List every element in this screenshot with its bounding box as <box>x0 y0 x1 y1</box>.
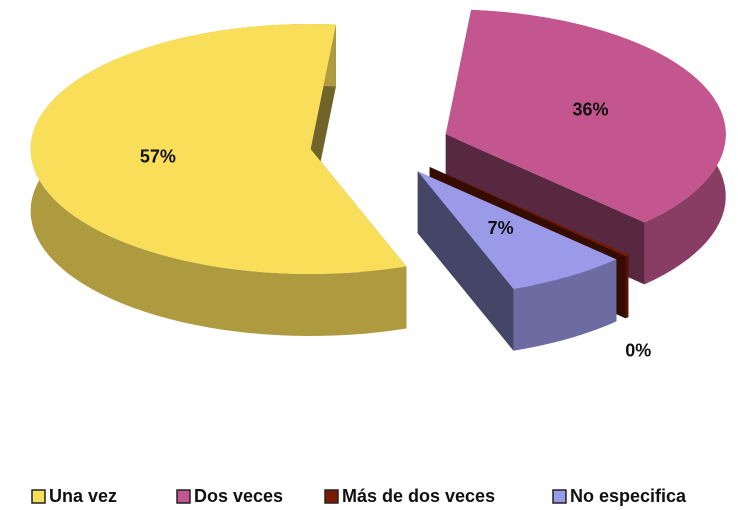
data-label: 36% <box>572 100 608 120</box>
legend-swatch <box>324 489 339 504</box>
slice-side <box>513 259 617 351</box>
slice <box>30 24 407 337</box>
slice-side <box>625 255 629 319</box>
slice-top <box>30 24 407 275</box>
data-label: 7% <box>488 218 514 238</box>
slice-top <box>429 167 629 257</box>
legend-label: Una vez <box>49 486 117 506</box>
legend-label: Más de dos veces <box>342 486 495 506</box>
slice-wall <box>417 171 514 351</box>
legend-swatch <box>176 489 191 504</box>
data-label: 0% <box>625 340 651 360</box>
slice-top <box>445 9 726 223</box>
data-label: 57% <box>140 147 176 167</box>
slice <box>417 171 617 351</box>
legend-swatch <box>552 489 567 504</box>
legend-swatch <box>31 489 46 504</box>
slice-top <box>417 171 617 289</box>
legend-label: Dos veces <box>194 486 283 506</box>
legend-label: No especifica <box>570 486 687 506</box>
